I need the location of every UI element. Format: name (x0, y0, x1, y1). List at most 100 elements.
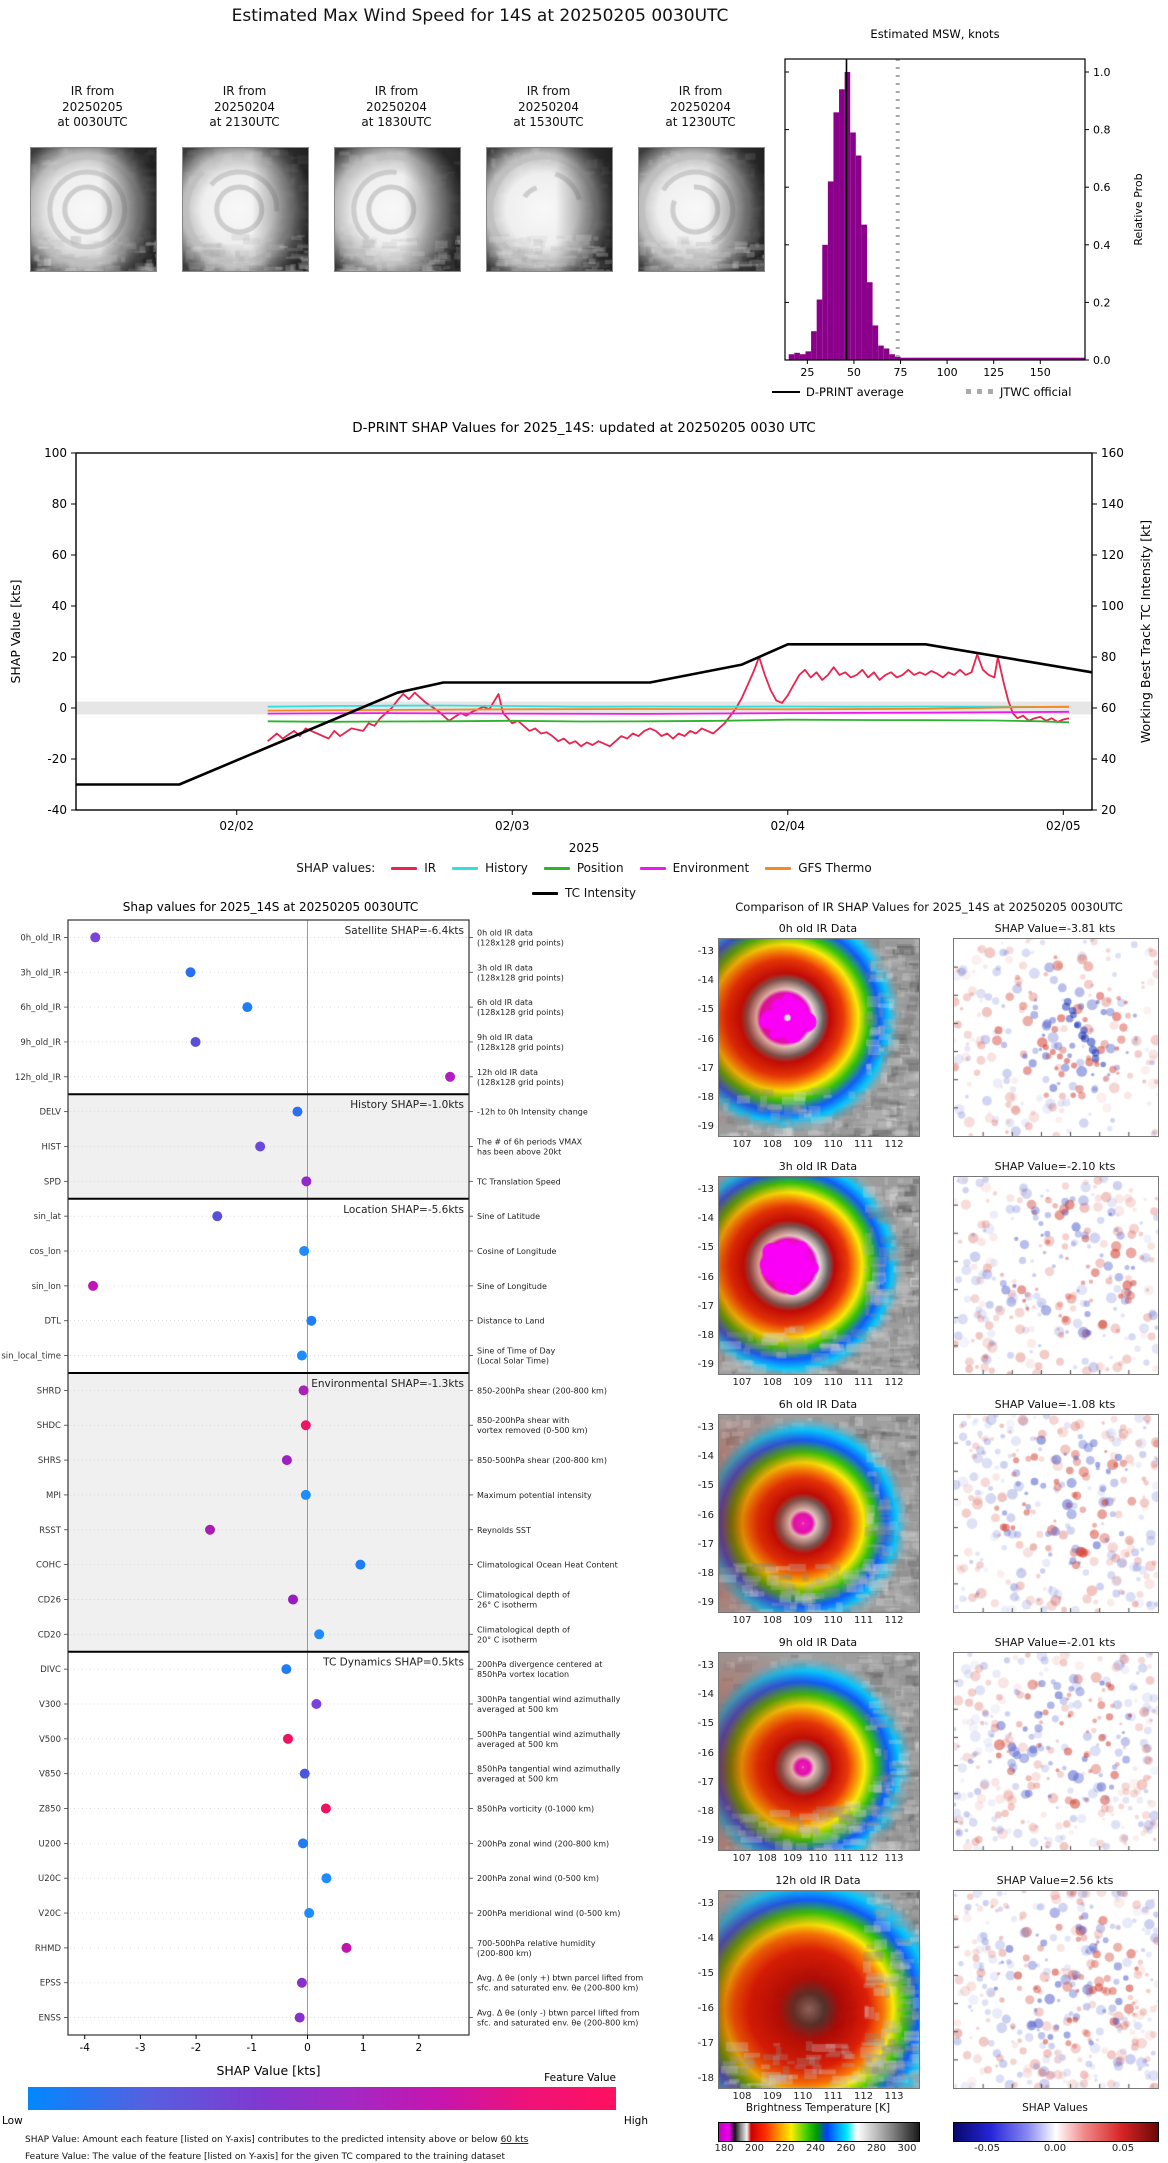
feature-label: EPSS (40, 1979, 61, 1989)
feature-description: 200hPa meridional wind (0-500 km) (477, 1909, 620, 1918)
histogram-bar (889, 354, 895, 360)
gfs-thermo-line-sample (765, 867, 792, 870)
shap-dot-DIVC (281, 1664, 292, 1675)
ir-map-xtick: 108 (762, 1139, 782, 1150)
right-ytick: 140 (1101, 497, 1124, 511)
ir-map-xtick: 112 (884, 1139, 904, 1150)
histogram-xtick: 150 (1030, 366, 1051, 379)
feature-description: Climatological depth of 26° C isotherm (477, 1590, 570, 1609)
ir-thumbnail-image-2 (334, 147, 461, 272)
ir-map-ytick: -13 (697, 1898, 714, 1909)
ir-thumbnail-image-1 (182, 147, 309, 272)
ir-map-ytick: -15 (697, 1242, 714, 1254)
feature-description: 3h old IR data (128x128 grid points) (477, 963, 564, 982)
shap-map-title: SHAP Value=-2.10 kts (994, 1160, 1116, 1173)
xtick-date: 02/05 (1046, 819, 1081, 833)
legend-jtwc-label: JTWC official (999, 385, 1071, 399)
shap-timeseries-chart: D-PRINT SHAP Values for 2025_14S: update… (8, 420, 1153, 855)
shap-map-title: SHAP Value=-2.01 kts (994, 1636, 1116, 1649)
feature-label: DELV (39, 1108, 61, 1118)
msw-histogram: Estimated MSW, knots 25 50 75 100 125 150 0.0 0.… (772, 27, 1145, 399)
histogram-ytick: 0.2 (1093, 296, 1111, 309)
bt-colorbar-tick: 240 (805, 2143, 826, 2154)
ir-map-xtick: 109 (793, 1139, 813, 1150)
right-ytick: 80 (1101, 650, 1116, 664)
histogram-bar (855, 155, 862, 360)
histogram-ytick: 1.0 (1093, 66, 1111, 79)
legend-item-position: Position (543, 861, 624, 875)
shap-dot-RHMD (341, 1942, 352, 1953)
ir-map-title: 6h old IR Data (778, 1398, 858, 1411)
timeseries-legend-row2: TC Intensity (0, 886, 1168, 900)
legend-item-history: History (452, 861, 528, 875)
left-ytick: -20 (47, 752, 67, 766)
ir-map-ytick: -15 (697, 1480, 714, 1492)
section-label: Environmental SHAP=-1.3kts (311, 1378, 464, 1390)
histogram-bar (894, 356, 901, 360)
legend-dprint-label: D-PRINT average (806, 385, 904, 399)
ir-map-ytick: -14 (697, 975, 714, 987)
left-ytick: 40 (52, 599, 67, 613)
right-ytick: 100 (1101, 599, 1124, 613)
ir-map-ytick: -18 (697, 1091, 714, 1103)
ir-map-xtick: 110 (823, 1139, 843, 1150)
shap-colorbar-tick: 0.05 (1111, 2143, 1135, 2154)
section-label: Location SHAP=-5.6kts (343, 1204, 464, 1216)
shap-dot-MPI (300, 1489, 311, 1500)
shap-dot-3h_old_IR (185, 967, 196, 978)
feature-label: V300 (39, 1700, 61, 1710)
timeseries-title: D-PRINT SHAP Values for 2025_14S: update… (352, 420, 815, 436)
ir-map-ytick: -16 (697, 1509, 714, 1521)
feature-description: -12h to 0h Intensity change (477, 1108, 588, 1117)
feature-label: U200 (39, 1839, 61, 1849)
feature-label: RHMD (35, 1944, 62, 1954)
shap-dot-sin_lon (88, 1280, 99, 1291)
feature-label: 9h_old_IR (20, 1038, 61, 1048)
ir-map-xtick: 111 (854, 1615, 874, 1626)
legend-item-environment: Environment (639, 861, 749, 875)
feature-label: DIVC (40, 1665, 61, 1675)
ir-map-ytick: -14 (697, 1933, 714, 1944)
histogram-xtick: 125 (983, 366, 1004, 379)
legend-item-ir: IR (391, 861, 436, 875)
ir-map-xtick: 108 (762, 1377, 782, 1388)
shap-dot-CD20 (314, 1629, 325, 1640)
ir-map-xtick: 111 (833, 1853, 853, 1864)
feature-label: V20C (38, 1909, 61, 1919)
ir-map-ytick: -19 (697, 1597, 714, 1608)
histogram-ytick: 0.0 (1093, 354, 1111, 367)
ir-map-ytick: -18 (697, 1567, 714, 1579)
ir-map-ytick: -16 (697, 1271, 714, 1283)
shap-colorbar-tick: 0.00 (1043, 2143, 1067, 2154)
ir-map-ytick: -18 (697, 2073, 714, 2084)
histogram-bar (805, 351, 812, 360)
ir-map-ytick: -19 (697, 1359, 714, 1370)
section-label: TC Dynamics SHAP=0.5kts (322, 1657, 464, 1669)
ir-thumbnail-label: IR from 20250204 at 1830UTC (361, 84, 432, 130)
feature-label: 3h_old_IR (20, 968, 61, 978)
ir-thumbnail-label: IR from 20250204 at 1230UTC (665, 84, 736, 130)
shap-dotplot: Shap values for 2025_14S at 20250205 003… (1, 900, 648, 2162)
ir-map-ytick: -15 (697, 1004, 714, 1016)
comparison-title: Comparison of IR SHAP Values for 2025_14… (735, 900, 1123, 914)
position-line-sample (543, 867, 570, 870)
shap-map-title: SHAP Value=2.56 kts (996, 1874, 1114, 1887)
ir-map-ytick: -17 (697, 1300, 714, 1312)
feature-label: 6h_old_IR (20, 1003, 61, 1013)
histogram-bar (878, 345, 884, 360)
feature-description: The # of 6h periods VMAX has been above 2… (476, 1137, 583, 1156)
feature-label: V500 (39, 1735, 61, 1745)
histogram-bar (883, 348, 890, 360)
feature-value-colorbar (28, 2087, 616, 2110)
ir-map-xtick: 110 (808, 1853, 828, 1864)
ir-map-xtick: 109 (793, 1377, 813, 1388)
histogram-ylabel: Relative Prob (1132, 173, 1145, 245)
legend-jtwc-sample (966, 389, 971, 394)
left-ytick: 80 (52, 497, 67, 511)
feature-description: 200hPa zonal wind (0-500 km) (477, 1874, 599, 1883)
feature-label: SPD (44, 1177, 62, 1187)
dotplot-xlabel: SHAP Value [kts] (216, 2063, 320, 2078)
feature-description: Reynolds SST (477, 1526, 531, 1535)
shap-dot-V500 (282, 1733, 293, 1744)
ir-map-title: 12h old IR Data (775, 1874, 861, 1887)
